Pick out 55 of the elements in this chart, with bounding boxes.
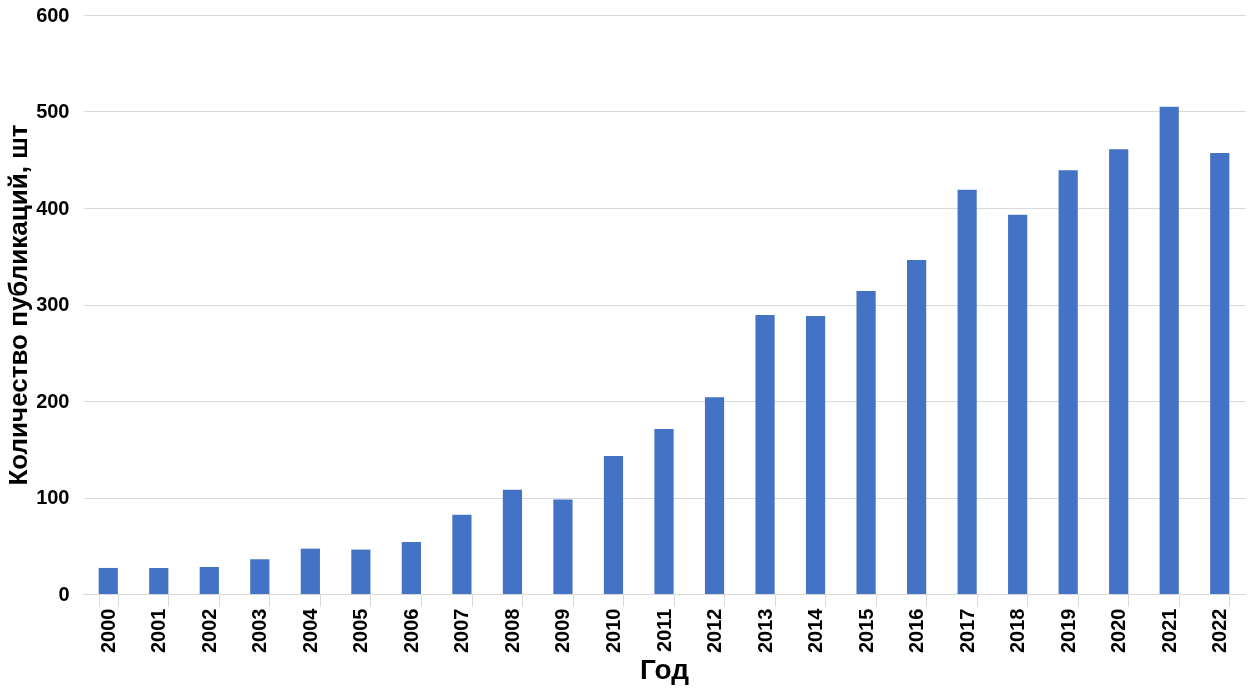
x-tick-label: 2019 xyxy=(1056,608,1079,653)
bar xyxy=(755,315,775,594)
x-tick-label: 2000 xyxy=(96,608,119,653)
bar xyxy=(1109,149,1129,594)
y-tick-label: 400 xyxy=(36,196,70,219)
bar xyxy=(856,290,876,594)
bar xyxy=(603,456,624,594)
bar xyxy=(907,260,927,594)
y-tick-label: 200 xyxy=(36,389,70,412)
x-tick-label: 2020 xyxy=(1107,608,1130,653)
x-tick-label: 2010 xyxy=(601,608,624,653)
bar xyxy=(452,514,472,594)
y-tick-label: 600 xyxy=(36,3,70,26)
y-tick-label: 500 xyxy=(36,100,70,122)
bar xyxy=(704,397,725,594)
x-tick-label: 2003 xyxy=(248,608,271,653)
x-tick-label: 2018 xyxy=(1006,608,1029,653)
y-axis-title: Количество публикаций, шт xyxy=(3,124,34,486)
bar xyxy=(1210,152,1230,594)
x-tick-label: 2007 xyxy=(450,608,473,653)
x-tick-label: 2005 xyxy=(349,608,372,653)
bar xyxy=(401,541,421,594)
x-tick-label: 2001 xyxy=(147,608,170,653)
bar xyxy=(300,548,320,594)
x-tick-label: 2002 xyxy=(197,608,220,653)
x-tick-label: 2008 xyxy=(500,608,523,653)
bar xyxy=(502,489,523,594)
x-tick-label: 2006 xyxy=(399,608,422,653)
x-axis-title: Год xyxy=(640,653,690,685)
x-tick-label: 2011 xyxy=(652,608,675,652)
bar xyxy=(1159,106,1179,594)
x-tick-label: 2022 xyxy=(1208,608,1231,653)
x-tick-label: 2015 xyxy=(854,608,877,653)
x-tick-label: 2014 xyxy=(804,607,827,653)
x-tick-label: 2016 xyxy=(905,608,928,653)
bar xyxy=(654,428,674,594)
bar xyxy=(351,549,371,594)
y-tick-label: 300 xyxy=(36,293,70,315)
x-tick-label: 2017 xyxy=(955,608,978,653)
x-tick-label: 2012 xyxy=(703,608,726,653)
bar xyxy=(199,566,219,594)
bar xyxy=(957,189,977,594)
y-tick-label: 0 xyxy=(58,582,70,605)
bar xyxy=(98,567,118,594)
bar xyxy=(1008,214,1028,594)
bar xyxy=(805,316,826,594)
x-tick-label: 2021 xyxy=(1157,608,1180,653)
x-tick-label: 2009 xyxy=(551,608,574,653)
bar xyxy=(250,559,270,594)
bar xyxy=(1058,170,1078,594)
bar xyxy=(149,567,169,594)
x-tick-label: 2013 xyxy=(753,608,776,653)
x-tick-label: 2004 xyxy=(298,607,321,653)
y-tick-label: 100 xyxy=(36,486,70,508)
bar xyxy=(553,499,573,594)
